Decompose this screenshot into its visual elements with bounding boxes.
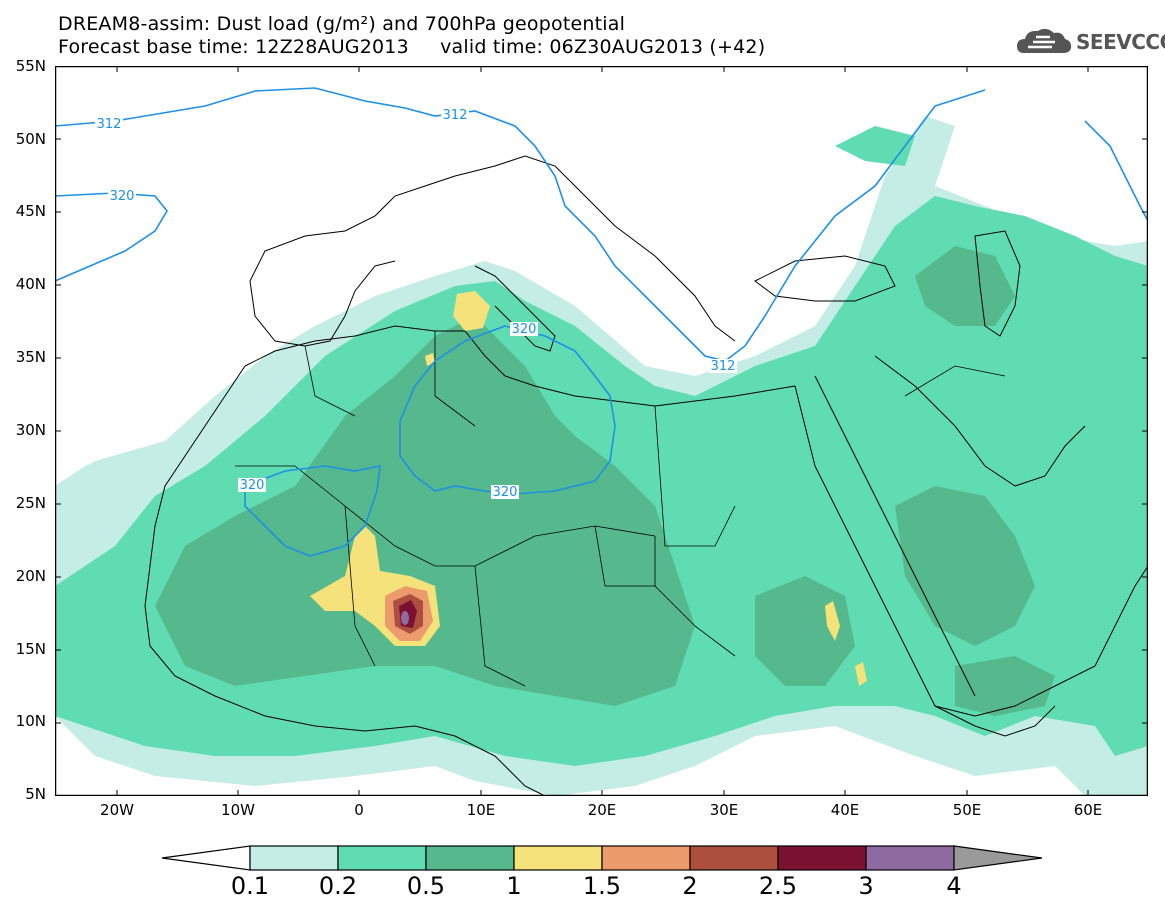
contour-label-320-a: 320 — [110, 189, 135, 204]
contour-label-320-b: 320 — [512, 322, 537, 337]
lat-label-30n: 30N — [15, 421, 46, 439]
lon-label-20e: 20E — [587, 801, 617, 819]
map-title: DREAM8-assim: Dust load (g/m²) and 700hP… — [58, 13, 626, 35]
dust-shade-1-tunisia — [453, 291, 490, 331]
colorbar-label-0.1: 0.1 — [230, 872, 270, 900]
colorbar-box-2 — [689, 845, 779, 871]
dust-shade-1-redsea — [825, 601, 840, 641]
dust-shade-1-small — [425, 353, 435, 366]
lon-label-50e: 50E — [952, 801, 982, 819]
dust-shade-0.5-iran — [915, 246, 1015, 326]
lat-label-35n: 35N — [15, 348, 46, 366]
dust-shade-0.2-north — [835, 126, 915, 166]
colorbar-box-1 — [513, 845, 603, 871]
lon-label-10e: 10E — [466, 801, 496, 819]
dust-shade-0.5 — [155, 316, 695, 706]
contour-label-312-b: 312 — [443, 108, 468, 123]
dust-shade-0.1-west — [55, 456, 135, 576]
colorbar-label-0.5: 0.5 — [406, 872, 446, 900]
colorbar-label-1: 1 — [506, 872, 522, 900]
country-borders — [235, 331, 1006, 687]
colorbar-box-0.1 — [249, 845, 339, 871]
lon-label-60e: 60E — [1073, 801, 1103, 819]
colorbar-low-arrow — [161, 845, 251, 871]
contour-label-320-d: 320 — [493, 485, 518, 500]
lon-label-0: 0 — [354, 801, 364, 819]
lat-label-10n: 10N — [15, 712, 46, 730]
colorbar-box-1.5 — [601, 845, 691, 871]
lon-label-30e: 30E — [709, 801, 739, 819]
contour-label-320-c: 320 — [240, 478, 265, 493]
colorbar-box-3 — [865, 845, 955, 871]
lon-label-10w: 10W — [221, 801, 255, 819]
colorbar-label-1.5: 1.5 — [582, 872, 622, 900]
dust-shade-1-eritrea — [855, 662, 867, 686]
contour-312-north — [55, 87, 986, 362]
colorbar-box-2.5 — [777, 845, 867, 871]
lat-label-40n: 40N — [15, 275, 46, 293]
lat-label-20n: 20N — [15, 567, 46, 585]
lat-label-25n: 25N — [15, 494, 46, 512]
colorbar-label-2.5: 2.5 — [758, 872, 798, 900]
lon-label-40e: 40E — [830, 801, 860, 819]
colorbar-box-0.5 — [425, 845, 515, 871]
lat-label-15n: 15N — [15, 640, 46, 658]
colorbar-label-4: 4 — [946, 872, 962, 900]
lat-label-50n: 50N — [15, 130, 46, 148]
axis-ticks — [55, 66, 1148, 796]
contour-labels: 312 312 320 320 312 320 320 — [95, 108, 737, 500]
map-subtitle: Forecast base time: 12Z28AUG2013 valid t… — [58, 36, 766, 58]
colorbar — [161, 845, 1043, 871]
contour-320-mauritania — [244, 464, 381, 557]
colorbar-label-2: 2 — [682, 872, 698, 900]
geopotential-contours — [55, 87, 1148, 557]
cloud-logo-icon — [1017, 28, 1072, 53]
lon-label-20w: 20W — [100, 801, 134, 819]
colorbar-label-3: 3 — [858, 872, 874, 900]
coastlines — [144, 155, 1148, 796]
contour-east — [1084, 120, 1148, 222]
dust-shade-3 — [401, 611, 409, 625]
logo-text: SEEVCCC — [1076, 30, 1165, 54]
seevccc-logo: SEEVCCC — [1016, 27, 1165, 57]
lat-label-45n: 45N — [15, 202, 46, 220]
lat-label-55n: 55N — [15, 57, 46, 75]
dust-load-map: 312 312 320 320 312 320 320 — [55, 66, 1148, 796]
colorbar-high-arrow — [953, 845, 1043, 871]
dust-shade-0.5-horn — [955, 656, 1055, 716]
colorbar-label-0.2: 0.2 — [318, 872, 358, 900]
lat-label-5n: 5N — [25, 785, 46, 803]
colorbar-box-0.2 — [337, 845, 427, 871]
contour-label-312-c: 312 — [711, 359, 736, 374]
contour-label-312-a: 312 — [97, 117, 122, 132]
